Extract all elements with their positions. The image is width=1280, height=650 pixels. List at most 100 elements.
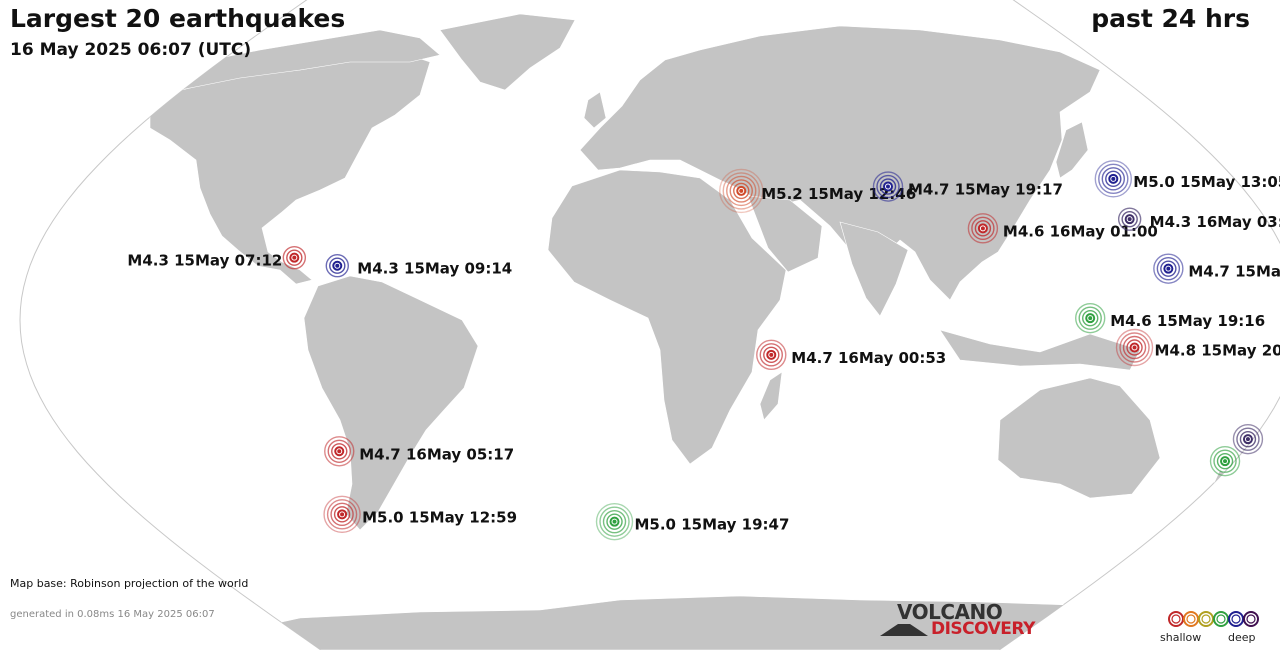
volcano-discovery-logo[interactable]: VOLCANO DISCOVERY	[880, 600, 1040, 642]
quake-marker[interactable]: M4.6 15May 19:16	[1075, 302, 1265, 334]
quake-ring	[756, 339, 787, 371]
quake-center	[769, 352, 774, 357]
quake-marker[interactable]: M5.0 15May 12:59	[323, 495, 517, 534]
quake-center	[335, 263, 340, 268]
quake-ring	[327, 439, 351, 463]
quake-ring	[876, 174, 900, 199]
quake-ring	[763, 346, 780, 364]
quake-ring	[726, 175, 757, 207]
quake-ring	[1122, 335, 1147, 360]
quake-ring	[1216, 452, 1234, 470]
landmass-madagascar	[759, 371, 783, 421]
quake-label: M4.6 16May 01:00	[1003, 222, 1158, 240]
quake-ring	[1213, 449, 1237, 473]
quake-ring	[872, 171, 904, 202]
quake-ring	[1119, 332, 1150, 363]
quake-ring	[606, 513, 623, 530]
generated-note: generated in 0.08ms 16 May 2025 06:07	[10, 609, 215, 620]
quake-ring	[1117, 207, 1142, 231]
earthquake-markers: M4.3 15May 07:12 M4.3 15May 09:14 M4.7 16M…	[127, 160, 1280, 541]
legend-ring	[1228, 611, 1244, 627]
quake-ring	[333, 506, 351, 523]
legend-deep-label: deep	[1228, 631, 1256, 644]
quake-marker[interactable]: M4.8 15May 20:00	[1115, 328, 1280, 367]
quake-ring	[974, 220, 992, 237]
landmass-indonesia	[939, 329, 1141, 371]
logo-line2: DISCOVERY	[931, 619, 1035, 639]
quake-center	[1223, 459, 1228, 464]
landmass-antarctica	[179, 595, 1280, 650]
quake-label: M4.3 16May 03:02	[1150, 213, 1280, 231]
quake-center	[1166, 266, 1171, 271]
quake-ring	[729, 179, 753, 203]
quake-label: M4.3 15May 09:14	[357, 260, 512, 278]
quake-center	[1245, 437, 1250, 442]
time-period: past 24 hrs	[1091, 4, 1250, 33]
legend-shallow-label: shallow	[1160, 631, 1202, 644]
quake-marker[interactable]: M4.3 16May 03:02	[1117, 207, 1280, 231]
quake-ring	[1098, 163, 1129, 195]
landmass-north-america	[149, 51, 431, 285]
landmass-south-america	[303, 275, 479, 531]
quake-marker[interactable]: M4.7 16May 05:17	[324, 436, 514, 467]
quake-label: M4.6 15May 19:16	[1110, 312, 1265, 330]
quake-ring	[599, 506, 630, 537]
landmass-japan	[1055, 121, 1089, 179]
quake-ring	[1082, 309, 1099, 327]
legend-ring	[1183, 611, 1199, 627]
quake-marker[interactable]: M4.3 15May 07:12	[127, 245, 307, 270]
quake-ring	[323, 495, 361, 534]
quake-ring	[329, 257, 346, 274]
depth-legend-rings	[1168, 611, 1259, 627]
quake-ring	[1232, 423, 1264, 455]
quake-ring	[602, 509, 627, 534]
quake-ring	[879, 178, 897, 195]
quake-label: M5.0 15May 12:59	[362, 508, 517, 526]
timestamp: 16 May 2025 06:07 (UTC)	[10, 40, 252, 60]
landmass-india	[839, 221, 909, 317]
quake-ring	[1239, 430, 1257, 448]
map-base-note: Map base: Robinson projection of the wor…	[10, 577, 249, 590]
landmass-arabia	[747, 195, 823, 273]
quake-marker[interactable]: M4.7 15May 19:17	[872, 171, 1063, 202]
quake-marker[interactable]: M4.6 16May 01:00	[967, 213, 1158, 244]
quake-marker[interactable]: M4.7 15May 12:51	[1153, 253, 1280, 284]
quake-ring	[759, 343, 783, 367]
legend-ring	[1201, 614, 1211, 624]
quake-label: M4.8 15May 20:00	[1155, 342, 1280, 360]
landmass-europe-asia	[579, 25, 1101, 301]
quake-ring	[325, 254, 349, 278]
logo-line1: VOLCANO	[897, 600, 1003, 624]
legend-ring	[1171, 614, 1181, 624]
quake-center	[337, 449, 342, 454]
quake-marker[interactable]	[1232, 423, 1264, 455]
quake-center	[739, 188, 744, 193]
quake-ring	[330, 502, 354, 527]
landmass-uk	[583, 91, 607, 129]
quake-center	[1127, 217, 1132, 222]
quake-ring	[1078, 306, 1102, 330]
quake-marker[interactable]	[1209, 445, 1241, 477]
page-title: Largest 20 earthquakes	[10, 4, 346, 33]
quake-ring	[971, 216, 995, 241]
quake-ring	[324, 436, 355, 467]
quake-marker[interactable]: M5.0 15May 19:47	[595, 502, 790, 541]
quake-label: M4.7 16May 00:53	[791, 349, 946, 367]
quake-center	[980, 226, 985, 231]
quake-ring	[1075, 302, 1106, 334]
quake-ring	[1101, 167, 1126, 191]
quake-ring	[326, 499, 358, 530]
legend-ring	[1213, 611, 1229, 627]
quake-marker[interactable]: M4.3 15May 09:14	[325, 254, 512, 278]
quake-center	[340, 512, 345, 517]
legend-ring	[1216, 614, 1226, 624]
quake-ring	[286, 249, 303, 266]
quake-marker[interactable]: M4.7 16May 00:53	[756, 339, 946, 371]
quake-ring	[1115, 328, 1154, 367]
quake-marker[interactable]: M5.0 15May 13:05	[1094, 160, 1280, 198]
quake-ring	[282, 245, 307, 270]
quake-ring	[1094, 160, 1133, 198]
quake-ring	[967, 213, 999, 244]
volcano-icon	[880, 624, 928, 636]
